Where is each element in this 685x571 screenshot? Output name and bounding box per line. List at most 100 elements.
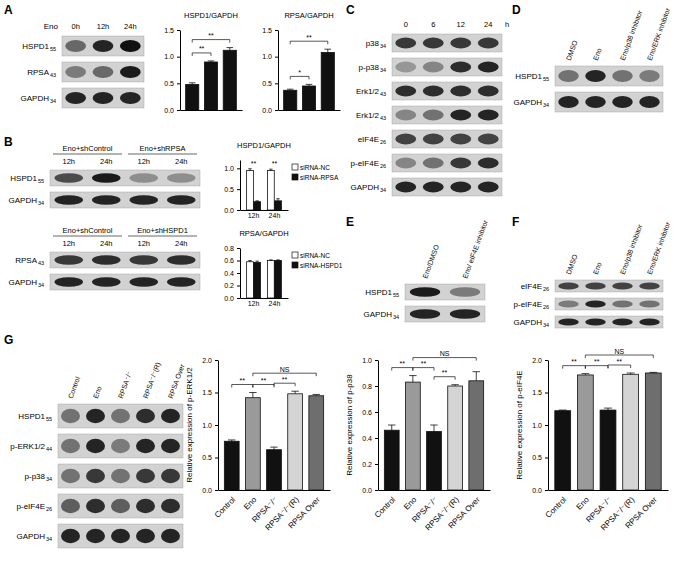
band (450, 158, 471, 169)
tick-label: RPSA Over (287, 495, 323, 531)
tick-mark (237, 248, 240, 249)
axis-line (240, 161, 241, 211)
tick-mark (275, 83, 278, 84)
group-line (128, 236, 197, 237)
row-label: Erk1/2 (356, 87, 380, 96)
band (61, 409, 80, 423)
error-bar (388, 425, 395, 430)
tick-label: RPSA Over (447, 495, 483, 531)
tick-label: 0.6 (224, 257, 234, 264)
significance: NS (280, 366, 290, 373)
row-label: HSPD1 (365, 288, 392, 297)
row-mw: 44 (46, 446, 52, 452)
tick-mark (215, 360, 218, 361)
row-label: GAPDH (514, 98, 543, 107)
band (61, 529, 80, 543)
error-bar (276, 199, 279, 201)
lane-label: 24h (175, 239, 188, 248)
tick-label: 1.5 (164, 27, 174, 34)
significance: ** (272, 160, 278, 167)
legend-swatch (292, 164, 298, 170)
x-tick: Eno (574, 490, 591, 512)
row-label: RPSA (15, 256, 37, 265)
tick-mark (375, 412, 378, 413)
plot-area (555, 372, 661, 490)
row-label: GAPDH (17, 532, 46, 541)
band (55, 255, 84, 265)
y-tick: 0.0 (224, 207, 240, 214)
lane-label: DMSO (565, 253, 579, 276)
x-tick: 12h (248, 210, 260, 219)
x-axis (181, 110, 243, 112)
tick-label: 1.0 (224, 165, 234, 172)
row-mw: 26 (380, 163, 386, 169)
y-tick: 0.6 (362, 409, 378, 416)
band (86, 499, 105, 513)
band (86, 409, 105, 423)
row-mw: 55 (50, 46, 56, 52)
lane-label: 12h (137, 157, 150, 166)
axis-line (219, 490, 331, 491)
blot: Eno/DMSOEno/ eIF4E inhibitorHSPD155GAPDH… (364, 219, 490, 322)
plot-area (284, 49, 335, 110)
tick-mark (177, 57, 180, 58)
band (450, 287, 480, 297)
legend-swatch (292, 252, 298, 258)
bracket (192, 53, 211, 56)
blot-strip (50, 252, 200, 268)
band (395, 86, 416, 97)
band (86, 439, 105, 453)
tick-mark (177, 30, 180, 31)
row-mw: 43 (380, 115, 386, 121)
band (612, 318, 633, 325)
significance: ** (400, 360, 406, 367)
band (478, 182, 499, 193)
lane-unit: h (505, 20, 509, 29)
bar (645, 373, 661, 490)
y-tick: 0.5 (164, 80, 180, 87)
error-bar (291, 391, 298, 394)
significance: ** (240, 377, 246, 384)
tick-label: Eno (242, 495, 259, 512)
band (639, 300, 660, 307)
y-tick: 0.5 (202, 454, 218, 461)
y-tick: 0.0 (164, 107, 180, 114)
tick-label: 1.0 (362, 357, 372, 364)
error-bar (430, 425, 437, 432)
y-axis: 0.00.51.01.5 (262, 27, 278, 114)
group-label: Eno+shHSPD1 (137, 226, 188, 235)
group-line (53, 236, 122, 237)
band (639, 70, 660, 82)
error-bar (269, 259, 272, 261)
error-bar (208, 61, 215, 62)
blot-strip (392, 58, 502, 76)
plot-area (224, 391, 323, 490)
band (450, 182, 471, 193)
row-mw: 55 (393, 292, 399, 298)
error-bar (581, 374, 589, 375)
band (558, 70, 579, 82)
band (558, 282, 579, 289)
row-label: Erk1/2 (356, 111, 380, 120)
x-tick: Control (373, 490, 398, 520)
blot-strip (50, 274, 200, 290)
bar (577, 375, 593, 490)
band (423, 134, 444, 145)
band (639, 96, 660, 108)
bar (267, 261, 274, 299)
chart: 0.00.51.012h24hHSPD1/GAPDHsiRNA-NCsiRNA-… (224, 141, 339, 219)
blot-strip (392, 178, 502, 196)
row-label: RPSA (27, 68, 49, 77)
axis-line (549, 490, 669, 491)
panel-label: A (4, 3, 13, 17)
band (585, 282, 606, 289)
tick-mark (275, 57, 278, 58)
tick-mark (237, 298, 240, 299)
bracket (253, 385, 274, 388)
error-bar (255, 200, 258, 202)
x-axis (279, 110, 341, 112)
chart-title: RPSA/GAPDH (239, 229, 288, 238)
row-label: GAPDH (364, 310, 393, 319)
error-bar (270, 447, 277, 450)
error-bar (269, 169, 272, 170)
